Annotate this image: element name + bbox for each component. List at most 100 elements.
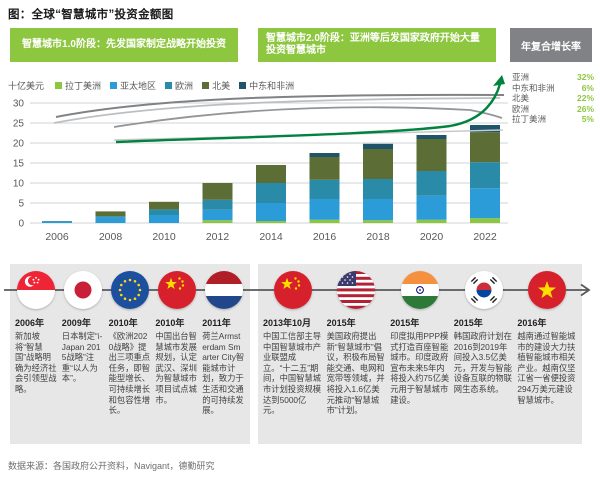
cagr-row: 拉丁美洲 5% xyxy=(512,114,594,125)
legend-item: 欧洲 xyxy=(165,79,193,92)
flag-india-icon xyxy=(400,271,439,309)
timeline-item: 2015年 美国政府提出新“智慧城市”倡议，积极布局智能交通、电网和宽带等领域，… xyxy=(327,264,387,444)
bar-segment xyxy=(363,199,393,221)
svg-text:5: 5 xyxy=(18,199,24,210)
bar-segment xyxy=(256,165,286,183)
svg-text:2018: 2018 xyxy=(366,231,390,243)
bar-segment xyxy=(470,188,500,219)
flag-china-icon xyxy=(273,271,312,309)
svg-text:10: 10 xyxy=(13,179,25,190)
investment-chart: 0 5 10 15 20 25 30 2006 2008 2010 2012 2014 2016 2018… xyxy=(13,75,508,243)
svg-text:20: 20 xyxy=(13,139,25,150)
timeline-item: 2006年 新加坡将“智慧国”战略明确为经济社会引领型战略。 xyxy=(15,264,58,444)
bar-segment xyxy=(416,135,447,139)
trend-curve xyxy=(115,83,502,144)
cagr-label: 中东和非洲 xyxy=(512,82,555,93)
legend-swatch-icon xyxy=(110,82,118,89)
timeline-item: 2015年 韩国政府计划在2016到2019年间投入3.5亿美元，开发与智能设备… xyxy=(454,264,514,444)
bar-segment xyxy=(95,217,126,223)
timeline-text: 日本制定“i-Japan 2015战略”注重“以人为本”。 xyxy=(61,331,103,384)
legend-label: 亚太地区 xyxy=(120,81,157,91)
cagr-label: 欧洲 xyxy=(512,103,530,114)
timeline-item: 2009年 日本制定“i-Japan 2015战略”注重“以人为本”。 xyxy=(62,264,105,444)
bar-segment xyxy=(149,215,179,223)
timeline-item: 2016年 越南通过智能城市的建设大力扶植智能城市相关产业。越南仅坚江省一省便投… xyxy=(517,264,577,444)
cagr-label: 亚洲 xyxy=(512,72,530,82)
timeline-year: 2015年 xyxy=(390,318,420,328)
bar-segment xyxy=(416,171,447,196)
timeline-item: 2013年10月 中国工信部主导中国智慧城市产业联盟成立。“十二五”期间，中国智… xyxy=(263,264,323,444)
timeline-text: 中国工信部主导中国智慧城市产业联盟成立。“十二五”期间，中国智慧城市计划投资规模… xyxy=(263,331,322,416)
bar-segment xyxy=(363,149,393,179)
phase1-banner: 智慧城市1.0阶段：先发国家制定战略开始投资 xyxy=(10,28,238,62)
bar-segment xyxy=(42,221,72,222)
legend-swatch-icon xyxy=(239,82,247,89)
bar-segment xyxy=(470,218,500,223)
bar-segment xyxy=(416,195,447,220)
cagr-list: 亚洲 32% 中东和非洲 6% 北美 22% 欧洲 26% 拉丁美洲 5% xyxy=(512,72,594,125)
svg-text:2012: 2012 xyxy=(206,231,230,243)
legend-item: 拉丁美洲 xyxy=(55,79,101,92)
legend-item: 亚太地区 xyxy=(110,79,156,92)
legend-swatch-icon xyxy=(202,82,210,89)
bar-segment xyxy=(363,143,393,149)
legend-label: 欧洲 xyxy=(175,81,194,91)
svg-text:2020: 2020 xyxy=(420,231,444,243)
cagr-row: 北美 22% xyxy=(512,93,594,104)
bar-segment xyxy=(309,179,340,199)
timeline-year: 2011年 xyxy=(202,318,231,328)
flag-usa-icon xyxy=(337,271,376,309)
bar-segment xyxy=(470,125,500,133)
trend-arrowhead-icon xyxy=(493,75,505,86)
timeline-item: 2015年 印度拟用PPP模式打造百座智能城市。印度政府宣布未来5年内将投入约7… xyxy=(390,264,450,444)
timeline-year: 2006年 xyxy=(15,318,45,328)
cagr-row: 中东和非洲 6% xyxy=(512,83,594,94)
cagr-value: 22% xyxy=(576,93,594,103)
timeline-year: 2010年 xyxy=(108,318,138,328)
bar-segment xyxy=(309,153,340,157)
chart-legend: 十亿美元 拉丁美洲 亚太地区 欧洲 北美 中东和非洲 xyxy=(8,79,294,92)
legend-item: 北美 xyxy=(202,79,230,92)
timeline-panel-2: 2013年10月 中国工信部主导中国智慧城市产业联盟成立。“十二五”期间，中国智… xyxy=(258,264,582,444)
timeline-text: 荷兰Armsterdam Smarter City智能城市计划，致力于生活和交通… xyxy=(202,331,245,416)
cagr-value: 26% xyxy=(576,103,594,114)
cagr-row: 欧洲 26% xyxy=(512,104,594,115)
svg-text:2006: 2006 xyxy=(45,231,69,243)
bar-segment xyxy=(470,162,500,189)
timeline-text: 越南通过智能城市的建设大力扶植智能城市相关产业。越南仅坚江省一省便投资294万美… xyxy=(517,331,576,405)
bar-segment xyxy=(149,209,179,215)
timeline-panel-1: 2006年 新加坡将“智慧国”战略明确为经济社会引领型战略。 2009年 日本制… xyxy=(10,264,250,444)
bar-segment xyxy=(309,157,340,180)
data-source-note: 数据来源：各国政府公开资料，Navigant，德勤研究 xyxy=(8,461,215,471)
bar-segment xyxy=(256,221,286,223)
bar-segment xyxy=(149,201,179,210)
trend-curve xyxy=(55,93,505,118)
bar-segment xyxy=(256,203,286,221)
y-axis-unit-label: 十亿美元 xyxy=(8,81,45,91)
timeline-year: 2016年 xyxy=(517,318,547,328)
trend-curve xyxy=(113,106,503,128)
bar-segment xyxy=(363,220,393,223)
cagr-value: 6% xyxy=(581,82,594,93)
phase2-banner: 智慧城市2.0阶段：亚洲等后发国家政府开始大量投资智慧城市 xyxy=(258,28,496,62)
timeline-text: 韩国政府计划在2016到2019年间投入3.5亿美元，开发与智能设备互联的物联网… xyxy=(453,331,512,394)
timeline-item: 2010年 《欧洲2020战略》提出三项重点任务，即智能型增长、可持续增长和包容… xyxy=(109,264,152,444)
bar-segment xyxy=(202,183,233,200)
flag-vietnam-icon xyxy=(528,271,567,309)
timeline-year: 2010年 xyxy=(155,318,185,328)
svg-text:2022: 2022 xyxy=(473,231,497,243)
legend-swatch-icon xyxy=(165,82,173,89)
timeline-year: 2015年 xyxy=(453,318,483,328)
bar-segment xyxy=(416,139,447,171)
cagr-label: 北美 xyxy=(512,93,530,103)
bar-segment xyxy=(309,219,340,223)
timeline-item: 2010年 中国出台智慧城市发展规划，认定武汉、深圳为智慧城市项目试点城市。 xyxy=(155,264,198,444)
timeline-item: 2011年 荷兰Armsterdam Smarter City智能城市计划，致力… xyxy=(202,264,245,444)
svg-text:2014: 2014 xyxy=(259,231,283,243)
timeline-year: 2009年 xyxy=(61,318,91,328)
svg-text:2008: 2008 xyxy=(99,231,123,243)
legend-item: 中东和非洲 xyxy=(239,79,294,92)
bar-segment xyxy=(95,211,126,217)
bar-segment xyxy=(309,199,340,220)
bar-segment xyxy=(202,220,233,223)
